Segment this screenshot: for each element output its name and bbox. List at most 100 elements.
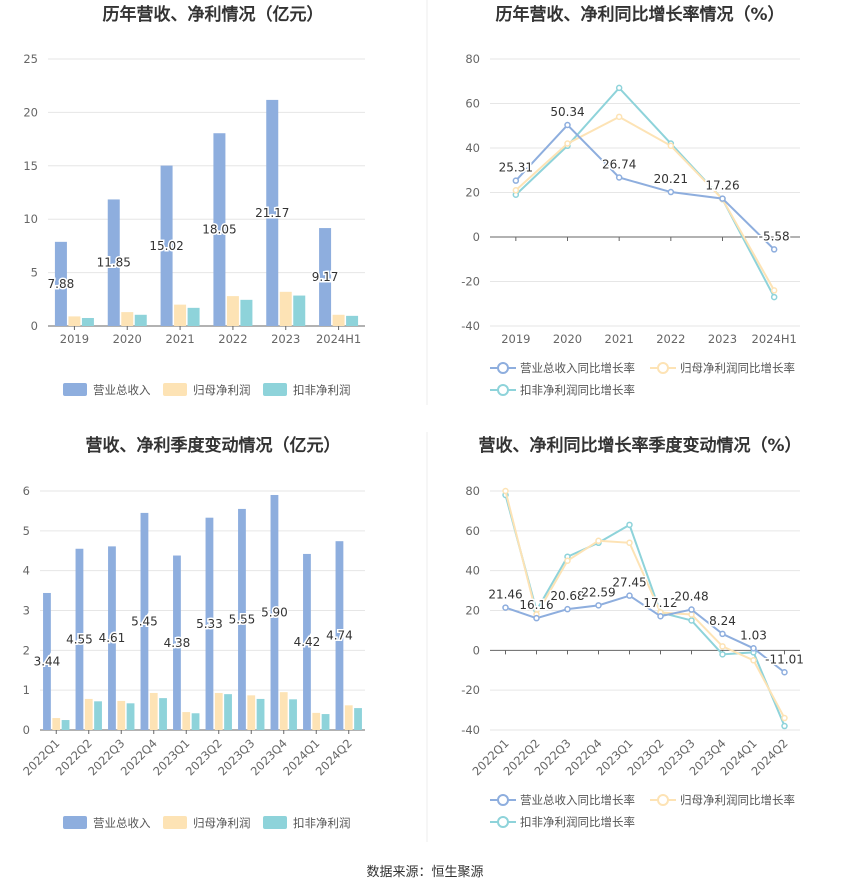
legend-swatch <box>63 383 87 396</box>
legend-swatch <box>163 816 187 829</box>
legend-label: 营业总收入 <box>93 816 151 830</box>
x-tick-label: 2020 <box>553 332 582 346</box>
bar-deducted-profit <box>61 720 70 730</box>
x-tick-label: 2024H1 <box>752 332 797 346</box>
data-label: 17.12 <box>643 596 677 610</box>
chart-title: 历年营收、净利情况（亿元） <box>103 4 324 25</box>
legend-label: 营业总收入同比增长率 <box>520 793 635 807</box>
data-point <box>781 669 788 676</box>
data-point <box>512 177 520 184</box>
bar-revenue <box>238 508 246 730</box>
data-label: 21.46 <box>488 588 522 602</box>
data-label: 27.45 <box>612 576 646 590</box>
series-line-net-profit-growth <box>504 490 786 719</box>
data-label: 4.38 <box>164 636 191 650</box>
legend-label: 扣非净利润 <box>293 816 351 830</box>
chart-title: 历年营收、净利同比增长率情况（%） <box>495 4 784 25</box>
chart-3: 营收、净利季度变动情况（亿元）01234562022Q12022Q22022Q3… <box>20 435 365 830</box>
y-tick-label: -40 <box>461 723 480 737</box>
y-tick-label: 6 <box>23 484 30 498</box>
bar-revenue <box>43 592 51 730</box>
legend-label: 归母净利润同比增长率 <box>680 361 795 375</box>
data-point <box>564 140 571 147</box>
bar-deducted-profit <box>346 315 359 326</box>
y-tick-label: 20 <box>465 604 480 618</box>
y-tick-label: 0 <box>23 723 30 737</box>
data-label: 4.55 <box>66 632 93 646</box>
legend-label: 归母净利润 <box>193 383 251 397</box>
data-point <box>750 657 757 664</box>
bar-net-profit <box>84 698 93 730</box>
data-label: 5.90 <box>261 605 288 619</box>
y-tick-label: 4 <box>23 564 30 578</box>
y-tick-label: 15 <box>23 159 38 173</box>
legend-item: 归母净利润同比增长率 <box>650 361 795 375</box>
y-tick-label: 60 <box>465 524 480 538</box>
bar-net-profit <box>149 692 158 730</box>
series-line-revenue-growth <box>505 594 786 674</box>
x-tick-label: 2021 <box>605 332 634 346</box>
data-label: 11.85 <box>97 256 131 270</box>
bar-deducted-profit <box>191 713 200 730</box>
legend-label: 扣非净利润同比增长率 <box>520 383 635 397</box>
bar-net-profit <box>247 695 256 730</box>
chart-2: 历年营收、净利同比增长率情况（%） -40 -20 0 20 40 60 80 2019 2020… <box>461 4 800 397</box>
legend-item: 扣非净利润 <box>263 383 351 397</box>
legend-item: 扣非净利润同比增长率 <box>490 815 635 829</box>
source-note: 数据来源：恒生聚源 <box>366 865 483 880</box>
y-tick-label: 5 <box>23 524 30 538</box>
data-point <box>770 293 778 301</box>
data-point <box>626 539 633 547</box>
data-label: -5.58 <box>759 229 790 243</box>
y-tick-label: 60 <box>465 97 480 111</box>
legend-label: 归母净利润 <box>193 816 251 830</box>
legend-item: 营业总收入同比增长率 <box>490 793 635 807</box>
legend-item: 归母净利润 <box>163 383 251 397</box>
y-tick-label: 80 <box>465 52 480 66</box>
data-point <box>667 188 675 196</box>
bar-deducted-profit <box>293 295 306 326</box>
legend-swatch <box>263 816 287 829</box>
chart-1: 历年营收、净利情况（亿元） 0 5 10 15 20 25 2019 2020 2021 2022 2… <box>23 4 365 397</box>
chart-title: 营收、净利同比增长率季度变动情况（%） <box>478 435 801 456</box>
y-tick-label: -40 <box>461 319 480 333</box>
data-label: 20.21 <box>654 172 688 186</box>
bar-revenue <box>303 553 311 730</box>
bar-deducted-profit <box>321 714 330 730</box>
data-label: 4.74 <box>326 629 353 643</box>
legend-item: 归母净利润 <box>163 816 251 830</box>
data-point <box>564 605 571 613</box>
bar-net-profit <box>332 314 345 326</box>
data-label: 4.61 <box>99 631 126 645</box>
x-tick-label: 2023 <box>271 332 300 346</box>
x-tick-label: 2020 <box>113 332 142 346</box>
legend-item: 营业总收入 <box>63 816 151 830</box>
bar-net-profit <box>117 700 126 730</box>
data-label: 8.24 <box>709 614 736 628</box>
bar-net-profit <box>174 304 187 326</box>
bar-revenue <box>140 512 149 730</box>
data-point <box>533 614 540 622</box>
data-point <box>667 142 675 150</box>
data-label: 3.44 <box>34 654 61 668</box>
legend-marker <box>657 362 669 374</box>
data-label: 5.55 <box>229 612 256 626</box>
y-tick-label: -20 <box>461 683 480 697</box>
data-label: 15.02 <box>149 239 183 253</box>
bar-deducted-profit <box>224 694 232 730</box>
data-point <box>615 174 623 181</box>
bar-net-profit <box>52 718 61 730</box>
bar-net-profit <box>312 712 321 730</box>
y-tick-label: 0 <box>473 643 480 657</box>
bar-revenue <box>75 548 84 730</box>
legend-marker <box>497 794 509 806</box>
data-label: 22.59 <box>581 585 615 599</box>
x-tick-label: 2019 <box>501 332 530 346</box>
bar-revenue <box>205 517 214 730</box>
legend-item: 营业总收入 <box>63 383 151 397</box>
y-tick-label: 0 <box>473 230 480 244</box>
data-point <box>595 537 602 545</box>
data-point <box>770 287 778 294</box>
